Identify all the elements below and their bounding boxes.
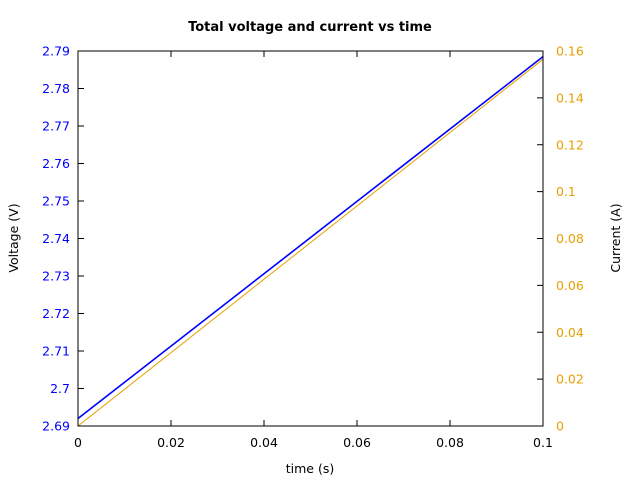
y-tick-label: 2.69 [42,419,70,434]
y2-tick-label: 0.06 [556,278,584,293]
y-tick-label: 2.77 [42,119,70,134]
y2-tick-label: 0.04 [556,325,584,340]
voltage-series-line [77,55,544,420]
x-axis-label: time (s) [286,461,334,476]
x-tick-label: 0.02 [157,435,185,450]
y-tick-label: 2.79 [42,44,70,59]
x-tick-label: 0.08 [436,435,464,450]
y-tick-label: 2.7 [50,381,70,396]
x-tick-label: 0 [74,435,82,450]
y-tick-label: 2.74 [42,231,70,246]
series-group [77,55,544,427]
y2-tick-label: 0.12 [556,137,584,152]
plot-frame [77,50,544,427]
y-tick-label: 2.76 [42,156,70,171]
x-tick-label: 0.06 [343,435,371,450]
y-tick-label: 2.72 [42,306,70,321]
y-axis-label: Voltage (V) [6,203,21,272]
y-tick-label: 2.73 [42,269,70,284]
y2-tick-label: 0.02 [556,372,584,387]
current-series-line [77,58,544,427]
y-tick-label: 2.75 [42,194,70,209]
y2-tick-label: 0.16 [556,44,584,59]
x-tick-label: 0.04 [250,435,278,450]
x-tick-label: 0.1 [533,435,553,450]
y2-tick-label: 0.08 [556,231,584,246]
y2-tick-label: 0.1 [556,184,576,199]
y-tick-label: 2.71 [42,344,70,359]
y2-axis-label: Current (A) [608,203,623,272]
y-tick-label: 2.78 [42,81,70,96]
chart-title: Total voltage and current vs time [188,20,432,35]
ticks: 0 0.02 0.04 0.06 0.08 0.1 2.69 2.7 2.71 2.72 2.73 2… [42,44,584,451]
y2-tick-label: 0 [556,419,564,434]
y2-tick-label: 0.14 [556,90,584,105]
